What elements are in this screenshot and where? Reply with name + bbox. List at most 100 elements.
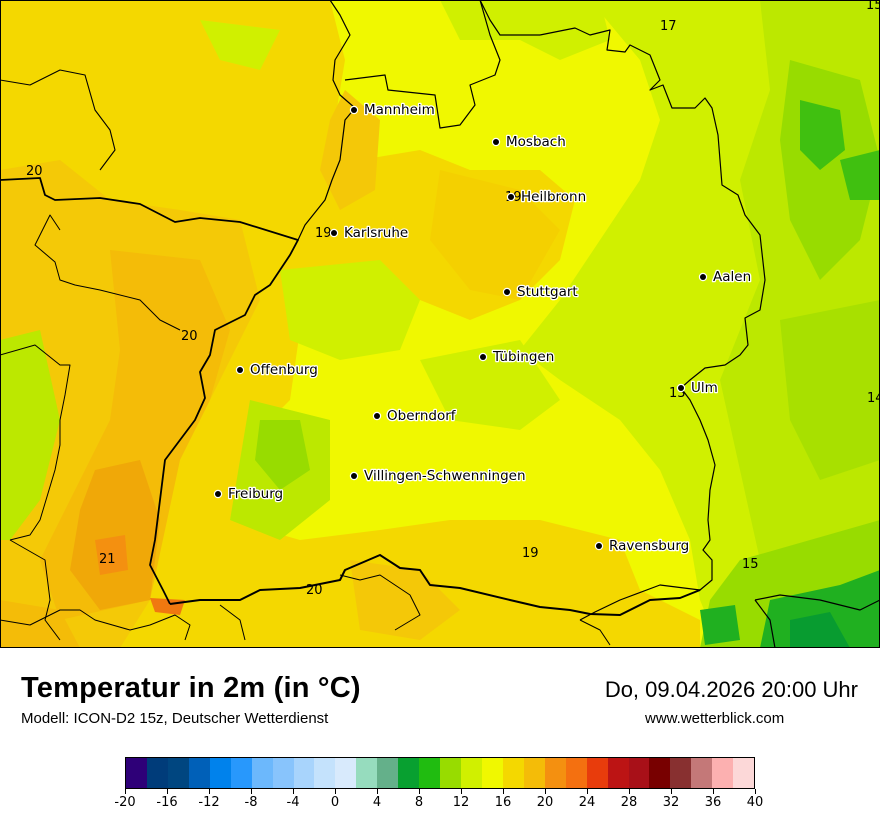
city-label: Ulm [691, 380, 718, 396]
colorbar-segment [356, 758, 378, 788]
colorbar-segment [628, 758, 650, 788]
colorbar-tick-label: 0 [330, 795, 340, 810]
city-ulm: Ulm [676, 379, 719, 397]
colorbar-tick-label: -12 [198, 795, 220, 810]
city-dot-icon [351, 107, 357, 113]
colorbar-tick-label: 24 [578, 795, 596, 810]
city-ravensburg: Ravensburg [594, 537, 691, 555]
city-label: Aalen [713, 269, 751, 285]
colorbar-tick-mark [376, 789, 378, 794]
city-markers: Mannheim Mosbach Heilbronn Karlsruhe Stuttga… [213, 101, 752, 555]
city-oberndorf: Oberndorf [372, 407, 458, 425]
colorbar-tick-label: 40 [746, 795, 764, 810]
temperature-value-label: 19 [522, 546, 539, 561]
colorbar-segment [544, 758, 566, 788]
colorbar-tick-mark [544, 789, 546, 794]
colorbar-segment [209, 758, 231, 788]
temperature-value-label: 19 [315, 226, 332, 241]
temperature-value-labels: 151720191920131419152120 [26, 0, 880, 598]
colorbar-tick-label: 20 [536, 795, 554, 810]
colorbar-tick-mark [292, 789, 294, 794]
colorbar-segment [440, 758, 461, 788]
colorbar-tick-label: -8 [244, 795, 258, 810]
city-dot-icon [700, 274, 706, 280]
colorbar-tick-mark [208, 789, 210, 794]
colorbar-tick-mark [460, 789, 462, 794]
city-label: Ravensburg [609, 538, 689, 554]
colorbar-segment [691, 758, 713, 788]
temperature-value-label: 15 [742, 557, 759, 572]
website-link[interactable]: www.wetterblick.com [645, 710, 785, 727]
colorbar-tick-label: 36 [704, 795, 722, 810]
city-label: Stuttgart [517, 284, 578, 300]
colorbar-segment [188, 758, 210, 788]
colorbar-tick-mark [712, 789, 714, 794]
colorbar-tick-label: 8 [414, 795, 424, 810]
city-dot-icon [596, 543, 602, 549]
city-mosbach: Mosbach [491, 133, 567, 151]
colorbar-segment [146, 758, 168, 788]
city-dot-icon [504, 289, 510, 295]
colorbar-tick-mark [586, 789, 588, 794]
temperature-value-label: 20 [26, 164, 43, 179]
city-heilbronn: Heilbronn [506, 188, 587, 206]
colorbar-segment [335, 758, 357, 788]
colorbar-tick-mark [334, 789, 336, 794]
colorbar-segment [377, 758, 399, 788]
city-dot-icon [493, 139, 499, 145]
city-karlsruhe: Karlsruhe [329, 224, 410, 242]
colorbar-tick-mark [166, 789, 168, 794]
temperature-field-warm [0, 0, 700, 648]
colorbar-tick-mark [250, 789, 252, 794]
colorbar-segment [167, 758, 189, 788]
city-dot-icon [508, 194, 514, 200]
colorbar-tick-label: -16 [156, 795, 178, 810]
city-label: Freiburg [228, 486, 283, 502]
colorbar-tick-mark [754, 789, 756, 794]
colorbar-segment [419, 758, 441, 788]
city-dot-icon [215, 491, 221, 497]
colorbar-segment [733, 758, 755, 788]
colorbar-tick-label: -20 [114, 795, 136, 810]
colorbar-segment [712, 758, 734, 788]
temperature-field-cool [0, 0, 880, 648]
colorbar-tick-label: 4 [372, 795, 382, 810]
colorbar-tick-label: 32 [662, 795, 680, 810]
city-dot-icon [351, 473, 357, 479]
city-label: Heilbronn [521, 189, 586, 205]
forecast-datetime: Do, 09.04.2026 20:00 Uhr [604, 677, 858, 702]
city-villingen-schwenningen: Villingen-Schwenningen [349, 467, 527, 485]
city-label: Offenburg [250, 362, 318, 378]
city-freiburg: Freiburg [213, 485, 284, 503]
colorbar-segment [565, 758, 587, 788]
city-dot-icon [331, 230, 337, 236]
city-label: Karlsruhe [344, 225, 408, 241]
city-label: Oberndorf [387, 408, 457, 424]
city-dot-icon [374, 413, 380, 419]
chart-title: Temperatur in 2m (in °C) [21, 672, 361, 704]
temperature-value-label: 20 [181, 329, 198, 344]
country-borders [0, 0, 880, 648]
colorbar-segment [586, 758, 608, 788]
temperature-value-label: 20 [306, 583, 323, 598]
temperature-value-label: 17 [660, 19, 677, 34]
colorbar-segment [230, 758, 252, 788]
colorbar-tick-mark [124, 789, 126, 794]
colorbar-tick-mark [628, 789, 630, 794]
colorbar-segment [481, 758, 503, 788]
colorbar-segment [502, 758, 524, 788]
city-dot-icon [678, 385, 684, 391]
temperature-value-label: 14 [867, 391, 880, 406]
city-label: Tübingen [492, 349, 554, 365]
colorbar-segment [461, 758, 482, 788]
city-aalen: Aalen [698, 268, 752, 286]
city-mannheim: Mannheim [349, 101, 436, 119]
colorbar-segment [251, 758, 273, 788]
city-dot-icon [480, 354, 486, 360]
colorbar-segment [607, 758, 629, 788]
temperature-value-label: 15 [866, 0, 880, 13]
colorbar-segment [272, 758, 294, 788]
colorbar-tick-label: -4 [286, 795, 300, 810]
colorbar-segment [670, 758, 692, 788]
colorbar-tick-label: 28 [620, 795, 638, 810]
